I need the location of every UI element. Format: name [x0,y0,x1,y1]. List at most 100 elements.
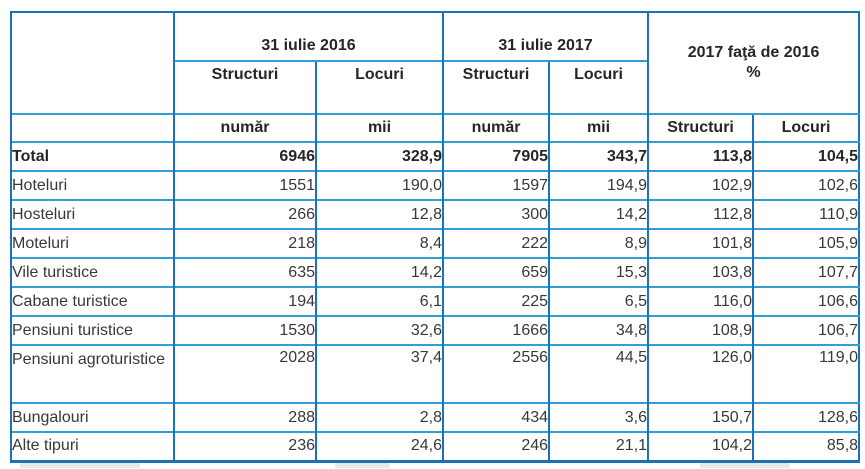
row-label: Alte tipuri [10,431,174,461]
col-header-structuri-2017: Structuri [442,60,550,114]
table-row-hoteluri: Hoteluri 1551 190,0 1597 194,9 102,9 102… [10,170,860,200]
cell-pct-structuri: 108,9 [647,315,754,345]
cell-locuri-2017: 21,1 [548,431,649,461]
cell-locuri-2016: 190,0 [314,170,444,200]
cell-locuri-2016: 12,8 [314,199,444,229]
header-units-row: număr mii număr mii Structuri Locuri [10,113,860,142]
row-label: Pensiuni agroturistice [10,344,174,403]
cell-pct-structuri: 112,8 [647,199,754,229]
units-empty-cell [10,113,174,142]
cell-locuri-2017: 3,6 [548,402,649,432]
unit-numar-2016: număr [173,113,316,142]
cell-locuri-2016: 328,9 [314,141,444,171]
col-header-pct-locuri: Locuri [752,113,860,142]
cell-structuri-2017: 300 [442,199,550,229]
cell-locuri-2016: 37,4 [314,344,444,403]
col-header-locuri-2016: Locuri [314,60,444,114]
row-label: Total [10,141,174,171]
cell-structuri-2017: 225 [442,286,550,316]
table-row-pensiuni-agroturistice: Pensiuni agroturistice 2028 37,4 2556 44… [10,344,860,403]
cell-structuri-2016: 6946 [173,141,316,171]
cell-locuri-2017: 6,5 [548,286,649,316]
cell-structuri-2016: 266 [173,199,316,229]
cell-pct-structuri: 126,0 [647,344,754,403]
table-row-vile-turistice: Vile turistice 635 14,2 659 15,3 103,8 1… [10,257,860,287]
col-header-pct-structuri: Structuri [647,113,754,142]
cell-pct-locuri: 85,8 [752,431,860,461]
row-label: Hosteluri [10,199,174,229]
cell-locuri-2017: 8,9 [548,228,649,258]
cell-locuri-2017: 343,7 [548,141,649,171]
cell-locuri-2016: 8,4 [314,228,444,258]
cell-pct-structuri: 103,8 [647,257,754,287]
cell-structuri-2016: 2028 [173,344,316,403]
pct-header-line2: % [746,64,761,81]
cell-structuri-2017: 222 [442,228,550,258]
cell-pct-locuri: 106,7 [752,315,860,345]
cell-pct-locuri: 119,0 [752,344,860,403]
clipped-caption-artifact [335,463,390,468]
cell-structuri-2017: 7905 [442,141,550,171]
cell-structuri-2017: 659 [442,257,550,287]
cell-pct-locuri: 128,6 [752,402,860,432]
row-label: Hoteluri [10,170,174,200]
cell-structuri-2017: 1666 [442,315,550,345]
group-header-2016: 31 iulie 2016 [172,11,444,61]
cell-structuri-2016: 635 [173,257,316,287]
cell-structuri-2016: 218 [173,228,316,258]
cell-structuri-2016: 194 [173,286,316,316]
unit-mii-2017: mii [548,113,649,142]
row-label: Moteluri [10,228,174,258]
col-header-structuri-2016: Structuri [173,60,316,114]
table-row-hosteluri: Hosteluri 266 12,8 300 14,2 112,8 110,9 [10,199,860,229]
cell-pct-structuri: 113,8 [647,141,754,171]
table-row-bungalouri: Bungalouri 288 2,8 434 3,6 150,7 128,6 [10,402,860,432]
clipped-caption-artifact [700,463,790,468]
row-label: Cabane turistice [10,286,174,316]
cell-locuri-2017: 194,9 [548,170,649,200]
cell-structuri-2016: 1551 [173,170,316,200]
table-row-pensiuni-turistice: Pensiuni turistice 1530 32,6 1666 34,8 1… [10,315,860,345]
cell-structuri-2017: 1597 [442,170,550,200]
cell-locuri-2016: 2,8 [314,402,444,432]
cell-structuri-2016: 1530 [173,315,316,345]
cell-structuri-2016: 236 [173,431,316,461]
row-label: Pensiuni turistice [10,315,174,345]
header-group-row: 31 iulie 2016 31 iulie 2017 2017 faţă de… [10,11,860,114]
table-row-total: Total 6946 328,9 7905 343,7 113,8 104,5 [10,141,860,171]
cell-locuri-2016: 14,2 [314,257,444,287]
cell-locuri-2016: 32,6 [314,315,444,345]
unit-numar-2017: număr [442,113,550,142]
cell-pct-structuri: 101,8 [647,228,754,258]
row-label: Bungalouri [10,402,174,432]
cell-locuri-2016: 24,6 [314,431,444,461]
unit-mii-2016: mii [314,113,444,142]
row-label: Vile turistice [10,257,174,287]
cell-pct-structuri: 150,7 [647,402,754,432]
cell-locuri-2017: 15,3 [548,257,649,287]
group-header-2017: 31 iulie 2017 [442,11,649,61]
cell-structuri-2017: 2556 [442,344,550,403]
cell-structuri-2016: 288 [173,402,316,432]
cell-pct-locuri: 106,6 [752,286,860,316]
cell-structuri-2017: 246 [442,431,550,461]
cell-locuri-2016: 6,1 [314,286,444,316]
cell-pct-locuri: 102,6 [752,170,860,200]
cell-pct-locuri: 104,5 [752,141,860,171]
cell-pct-locuri: 110,9 [752,199,860,229]
table-row-moteluri: Moteluri 218 8,4 222 8,9 101,8 105,9 [10,228,860,258]
clipped-caption-artifact [20,463,140,468]
cell-locuri-2017: 14,2 [548,199,649,229]
cell-locuri-2017: 34,8 [548,315,649,345]
cell-pct-structuri: 116,0 [647,286,754,316]
cell-pct-structuri: 104,2 [647,431,754,461]
pct-header-line1: 2017 faţă de 2016 [687,44,820,61]
cell-pct-locuri: 107,7 [752,257,860,287]
table-row-alte-tipuri: Alte tipuri 236 24,6 246 21,1 104,2 85,8 [10,431,860,461]
table-row-cabane-turistice: Cabane turistice 194 6,1 225 6,5 116,0 1… [10,286,860,316]
accommodation-structures-table: 31 iulie 2016 31 iulie 2017 2017 faţă de… [10,11,861,463]
corner-cell [10,11,174,114]
header-sub-row: Structuri Locuri Structuri Locuri [11,60,859,114]
col-header-locuri-2017: Locuri [548,60,649,114]
